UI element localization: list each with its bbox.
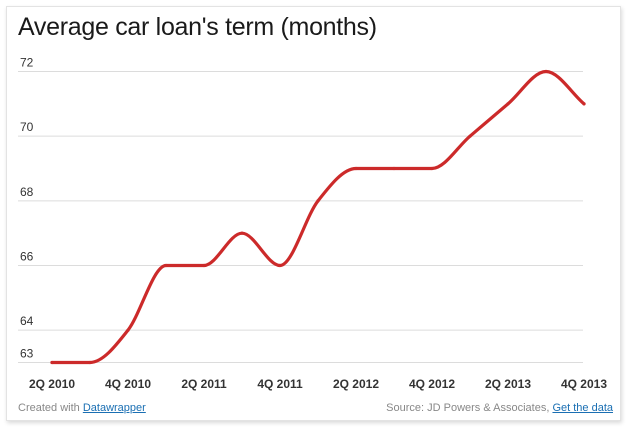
get-the-data-link[interactable]: Get the data [552, 402, 613, 414]
x-tick-label: 2Q 2013 [485, 377, 531, 391]
y-tick-label: 66 [20, 250, 34, 264]
datawrapper-link[interactable]: Datawrapper [82, 402, 146, 414]
y-tick-label: 70 [20, 120, 34, 134]
data-point [164, 263, 168, 268]
x-tick-label: 4Q 2011 [257, 377, 303, 391]
data-point [506, 102, 510, 106]
y-tick-label: 68 [20, 185, 34, 199]
y-tick-label: 63 [20, 347, 34, 361]
data-point [240, 231, 244, 235]
data-point [468, 134, 472, 138]
data-point [278, 263, 282, 268]
x-tick-label: 2Q 2012 [333, 377, 379, 391]
created-with-label: Created with [18, 402, 80, 414]
x-tick-label: 2Q 2010 [29, 377, 75, 391]
data-point [50, 360, 54, 365]
data-point [126, 328, 130, 332]
x-tick-label: 4Q 2013 [561, 377, 607, 391]
y-tick-label: 72 [20, 56, 34, 70]
x-tick-label: 4Q 2010 [105, 377, 151, 391]
data-point [430, 166, 434, 171]
data-point [392, 166, 396, 171]
footer-credit: Created with Datawrapper [18, 402, 146, 414]
x-tick-label: 2Q 2011 [181, 377, 227, 391]
data-point [88, 360, 92, 365]
data-point [354, 166, 358, 171]
series-line [50, 69, 586, 365]
data-point [316, 199, 320, 203]
y-tick-label: 64 [20, 314, 34, 328]
chart-title: Average car loan's term (months) [18, 13, 377, 41]
data-point [202, 263, 206, 268]
data-point [582, 102, 586, 106]
x-tick-label: 4Q 2012 [409, 377, 455, 391]
footer-source: Source: JD Powers & Associates, Get the … [386, 402, 613, 414]
data-point [544, 69, 548, 74]
source-label: Source: JD Powers & Associates, [386, 402, 550, 414]
